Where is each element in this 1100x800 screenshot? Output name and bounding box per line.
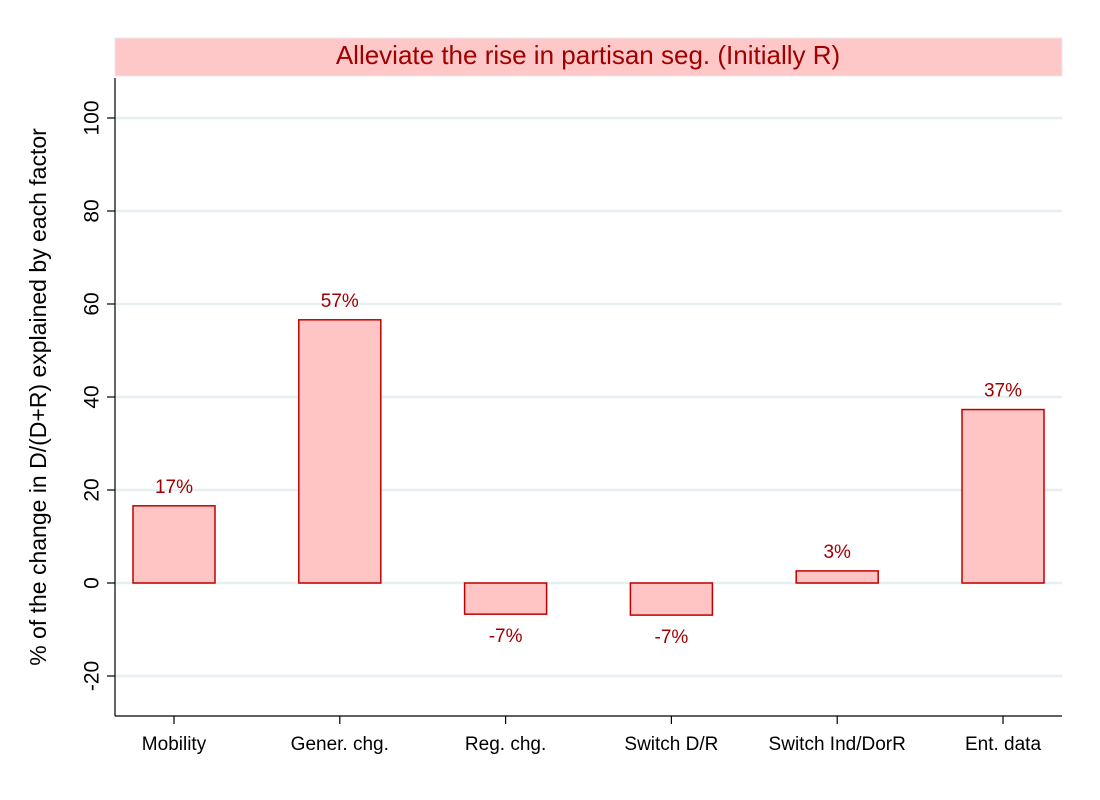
y-tick-label: 60: [81, 292, 104, 315]
value-label: -7%: [489, 626, 523, 647]
x-tick-label: Reg. chg.: [465, 734, 546, 755]
x-tick-label: Gener. chg.: [291, 734, 389, 755]
title-banner: [114, 37, 1063, 77]
bar: [795, 570, 879, 584]
bar: [132, 505, 216, 584]
x-tick-label: Switch Ind/DorR: [769, 734, 906, 755]
value-label: 3%: [823, 542, 851, 563]
chart-title: Alleviate the rise in partisan seg. (Ini…: [336, 40, 840, 70]
value-label: 57%: [321, 291, 359, 312]
y-axis-title: % of the change in D/(D+R) explained by …: [25, 128, 51, 666]
bar: [298, 319, 382, 584]
value-label: 37%: [984, 381, 1022, 402]
x-tick-label: Mobility: [142, 734, 207, 755]
bar: [463, 582, 548, 615]
value-label: -7%: [655, 627, 689, 648]
y-tick-label: 0: [81, 577, 104, 589]
bar: [629, 582, 714, 616]
x-tick-label: Switch D/R: [624, 734, 718, 755]
bar: [961, 408, 1045, 584]
value-label: 17%: [155, 477, 193, 498]
y-tick-label: 80: [81, 199, 104, 222]
y-tick-label: 20: [81, 478, 104, 501]
y-tick-label: -20: [81, 661, 104, 691]
y-tick-label: 40: [81, 385, 104, 408]
y-tick-label: 100: [81, 100, 104, 135]
x-tick-label: Ent. data: [965, 734, 1041, 755]
